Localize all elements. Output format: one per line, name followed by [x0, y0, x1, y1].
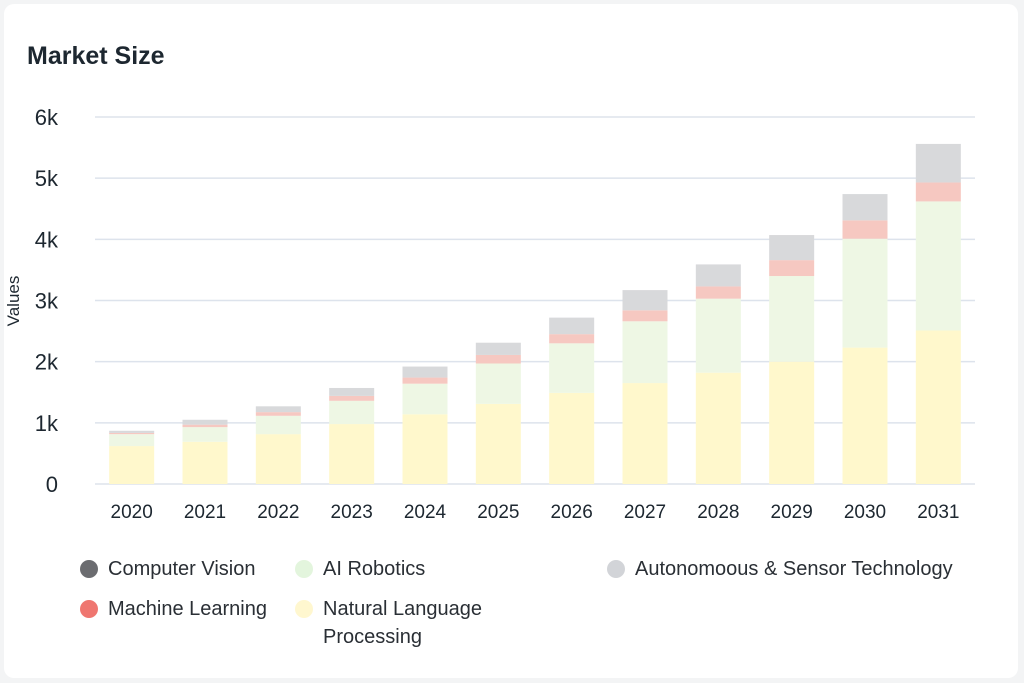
bar-segment-machine-learning	[329, 395, 375, 401]
bar-segment-autonomoous-sensor-technology	[915, 143, 961, 183]
x-tick-label: 2027	[624, 502, 666, 523]
bar-segment-natural-language-processing	[769, 361, 815, 484]
bar-segment-machine-learning	[769, 260, 815, 277]
bar-segment-ai-robotics	[549, 343, 595, 393]
bar-segment-machine-learning	[549, 334, 595, 344]
legend-dot-icon	[295, 560, 313, 578]
y-tick-label: 6k	[35, 105, 59, 130]
bar-segment-ai-robotics	[842, 238, 888, 348]
y-tick-label: 0	[46, 472, 58, 497]
y-tick-label: 4k	[35, 227, 59, 252]
x-tick-label: 2030	[844, 502, 886, 523]
x-tick-label: 2025	[477, 502, 519, 523]
bar-segment-machine-learning	[622, 310, 668, 322]
y-tick-label: 2k	[35, 350, 59, 375]
bar-segment-natural-language-processing	[255, 434, 301, 484]
bar-segment-machine-learning	[915, 182, 961, 202]
bar-segment-natural-language-processing	[182, 441, 228, 484]
bar-segment-ai-robotics	[255, 415, 301, 435]
bar-segment-autonomoous-sensor-technology	[182, 419, 228, 425]
bar-segment-natural-language-processing	[549, 392, 595, 484]
legend-label: Computer Vision	[108, 558, 256, 580]
bar-segment-machine-learning	[402, 377, 448, 384]
bar-segment-ai-robotics	[915, 201, 961, 331]
legend-dot-icon	[607, 560, 625, 578]
bar-segment-autonomoous-sensor-technology	[109, 430, 155, 433]
bar-segment-natural-language-processing	[402, 414, 448, 484]
bar-segment-autonomoous-sensor-technology	[329, 387, 375, 396]
legend-dot-icon	[295, 600, 313, 618]
bar-segment-autonomoous-sensor-technology	[769, 235, 815, 261]
bar-segment-ai-robotics	[769, 276, 815, 362]
bar-segment-ai-robotics	[622, 321, 668, 384]
bar-segment-natural-language-processing	[109, 446, 155, 484]
bar-segment-ai-robotics	[182, 427, 228, 442]
bar-segment-ai-robotics	[329, 400, 375, 425]
x-tick-label: 2024	[404, 502, 447, 523]
bar-segment-ai-robotics	[402, 383, 448, 415]
legend-label: Machine Learning	[108, 598, 267, 620]
bar-segment-ai-robotics	[695, 298, 741, 373]
legend-item-ai-robotics[interactable]: AI Robotics	[295, 555, 425, 583]
bar-segment-natural-language-processing	[475, 403, 521, 484]
legend-label: Natural Language Processing	[323, 598, 483, 648]
legend-label: Autonomoous & Sensor Technology	[635, 558, 953, 580]
y-tick-label: 1k	[35, 411, 59, 436]
y-tick-label: 5k	[35, 166, 59, 191]
x-tick-label: 2028	[697, 502, 739, 523]
x-tick-label: 2022	[257, 502, 299, 523]
y-tick-label: 3k	[35, 289, 59, 314]
legend-label: AI Robotics	[323, 558, 426, 580]
x-tick-label: 2026	[551, 502, 593, 523]
bar-segment-autonomoous-sensor-technology	[402, 366, 448, 378]
bar-segment-machine-learning	[695, 286, 741, 299]
chart-title: Market Size	[27, 42, 165, 70]
bar-segment-autonomoous-sensor-technology	[622, 290, 668, 311]
bar-segment-autonomoous-sensor-technology	[842, 194, 888, 221]
legend-item-nlp[interactable]: Natural Language Processing	[295, 595, 505, 651]
bar-segment-natural-language-processing	[695, 372, 741, 484]
x-tick-label: 2031	[917, 502, 959, 523]
bar-segment-autonomoous-sensor-technology	[255, 406, 301, 413]
bar-segment-ai-robotics	[475, 363, 521, 404]
bar-segment-machine-learning	[182, 424, 228, 428]
bar-segment-machine-learning	[255, 412, 301, 416]
legend-item-machine-learning[interactable]: Machine Learning	[80, 595, 267, 623]
x-tick-label: 2020	[111, 502, 153, 523]
bar-segment-ai-robotics	[109, 434, 155, 447]
bar-segment-autonomoous-sensor-technology	[475, 342, 521, 355]
x-tick-label: 2029	[771, 502, 813, 523]
legend-item-autonomous-sensor[interactable]: Autonomoous & Sensor Technology	[607, 555, 953, 583]
bar-segment-autonomoous-sensor-technology	[695, 264, 741, 287]
bar-segment-natural-language-processing	[622, 383, 668, 484]
bar-segment-autonomoous-sensor-technology	[549, 317, 595, 335]
bar-segment-machine-learning	[109, 432, 155, 435]
bar-segment-natural-language-processing	[915, 330, 961, 484]
bar-segment-natural-language-processing	[842, 347, 888, 484]
legend-dot-icon	[80, 560, 98, 578]
x-tick-label: 2021	[184, 502, 226, 523]
x-tick-label: 2023	[331, 502, 373, 523]
legend-item-computer-vision[interactable]: Computer Vision	[80, 555, 255, 583]
bar-segment-machine-learning	[842, 220, 888, 239]
bar-segment-natural-language-processing	[329, 424, 375, 484]
y-axis-label: Values	[4, 276, 23, 327]
bar-segment-machine-learning	[475, 354, 521, 364]
legend-dot-icon	[80, 600, 98, 618]
